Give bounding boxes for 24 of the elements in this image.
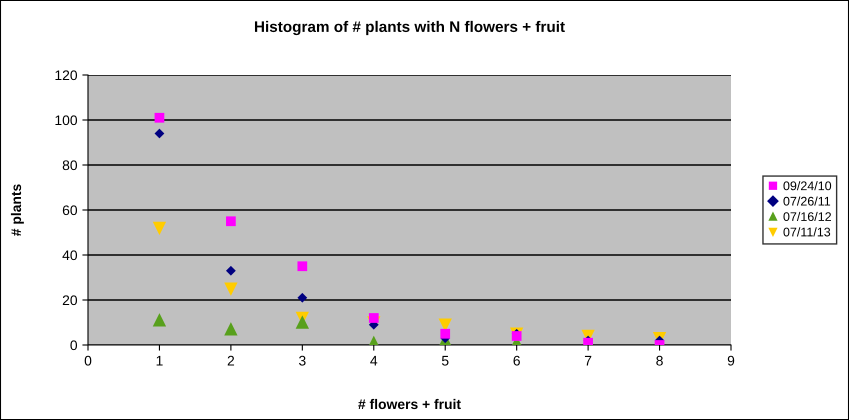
y-tick-label: 100 [55,115,78,126]
y-tick-label: 40 [62,250,78,260]
x-tick-label: 6 [514,356,520,366]
x-tick-label: 8 [656,356,663,366]
x-tick-label: 0 [84,356,92,366]
legend-label: 09/24/10 [783,181,832,190]
y-tick-label: 20 [62,295,78,306]
legend-label: 07/16/12 [783,212,831,222]
x-tick-label: 5 [442,356,448,366]
x-tick-label: 7 [584,356,592,366]
x-tick-label: 1 [156,356,163,366]
chart-title: Histogram of # plants with N flowers + fruit [254,20,565,36]
legend-label: 07/26/11 [783,196,830,206]
x-tick-label: 4 [370,356,378,366]
y-tick-label: 60 [62,205,78,216]
x-axis-title: # flowers + fruit [358,398,461,410]
x-tick-label: 2 [228,356,234,366]
x-tick-label: 9 [728,356,734,366]
y-tick-label: 120 [55,70,78,80]
y-tick-label: 80 [62,160,78,170]
y-tick-label: 0 [70,340,78,350]
x-tick-label: 3 [299,356,306,366]
legend-label: 07/11/13 [783,227,830,236]
y-axis-title: # plants [10,184,24,236]
